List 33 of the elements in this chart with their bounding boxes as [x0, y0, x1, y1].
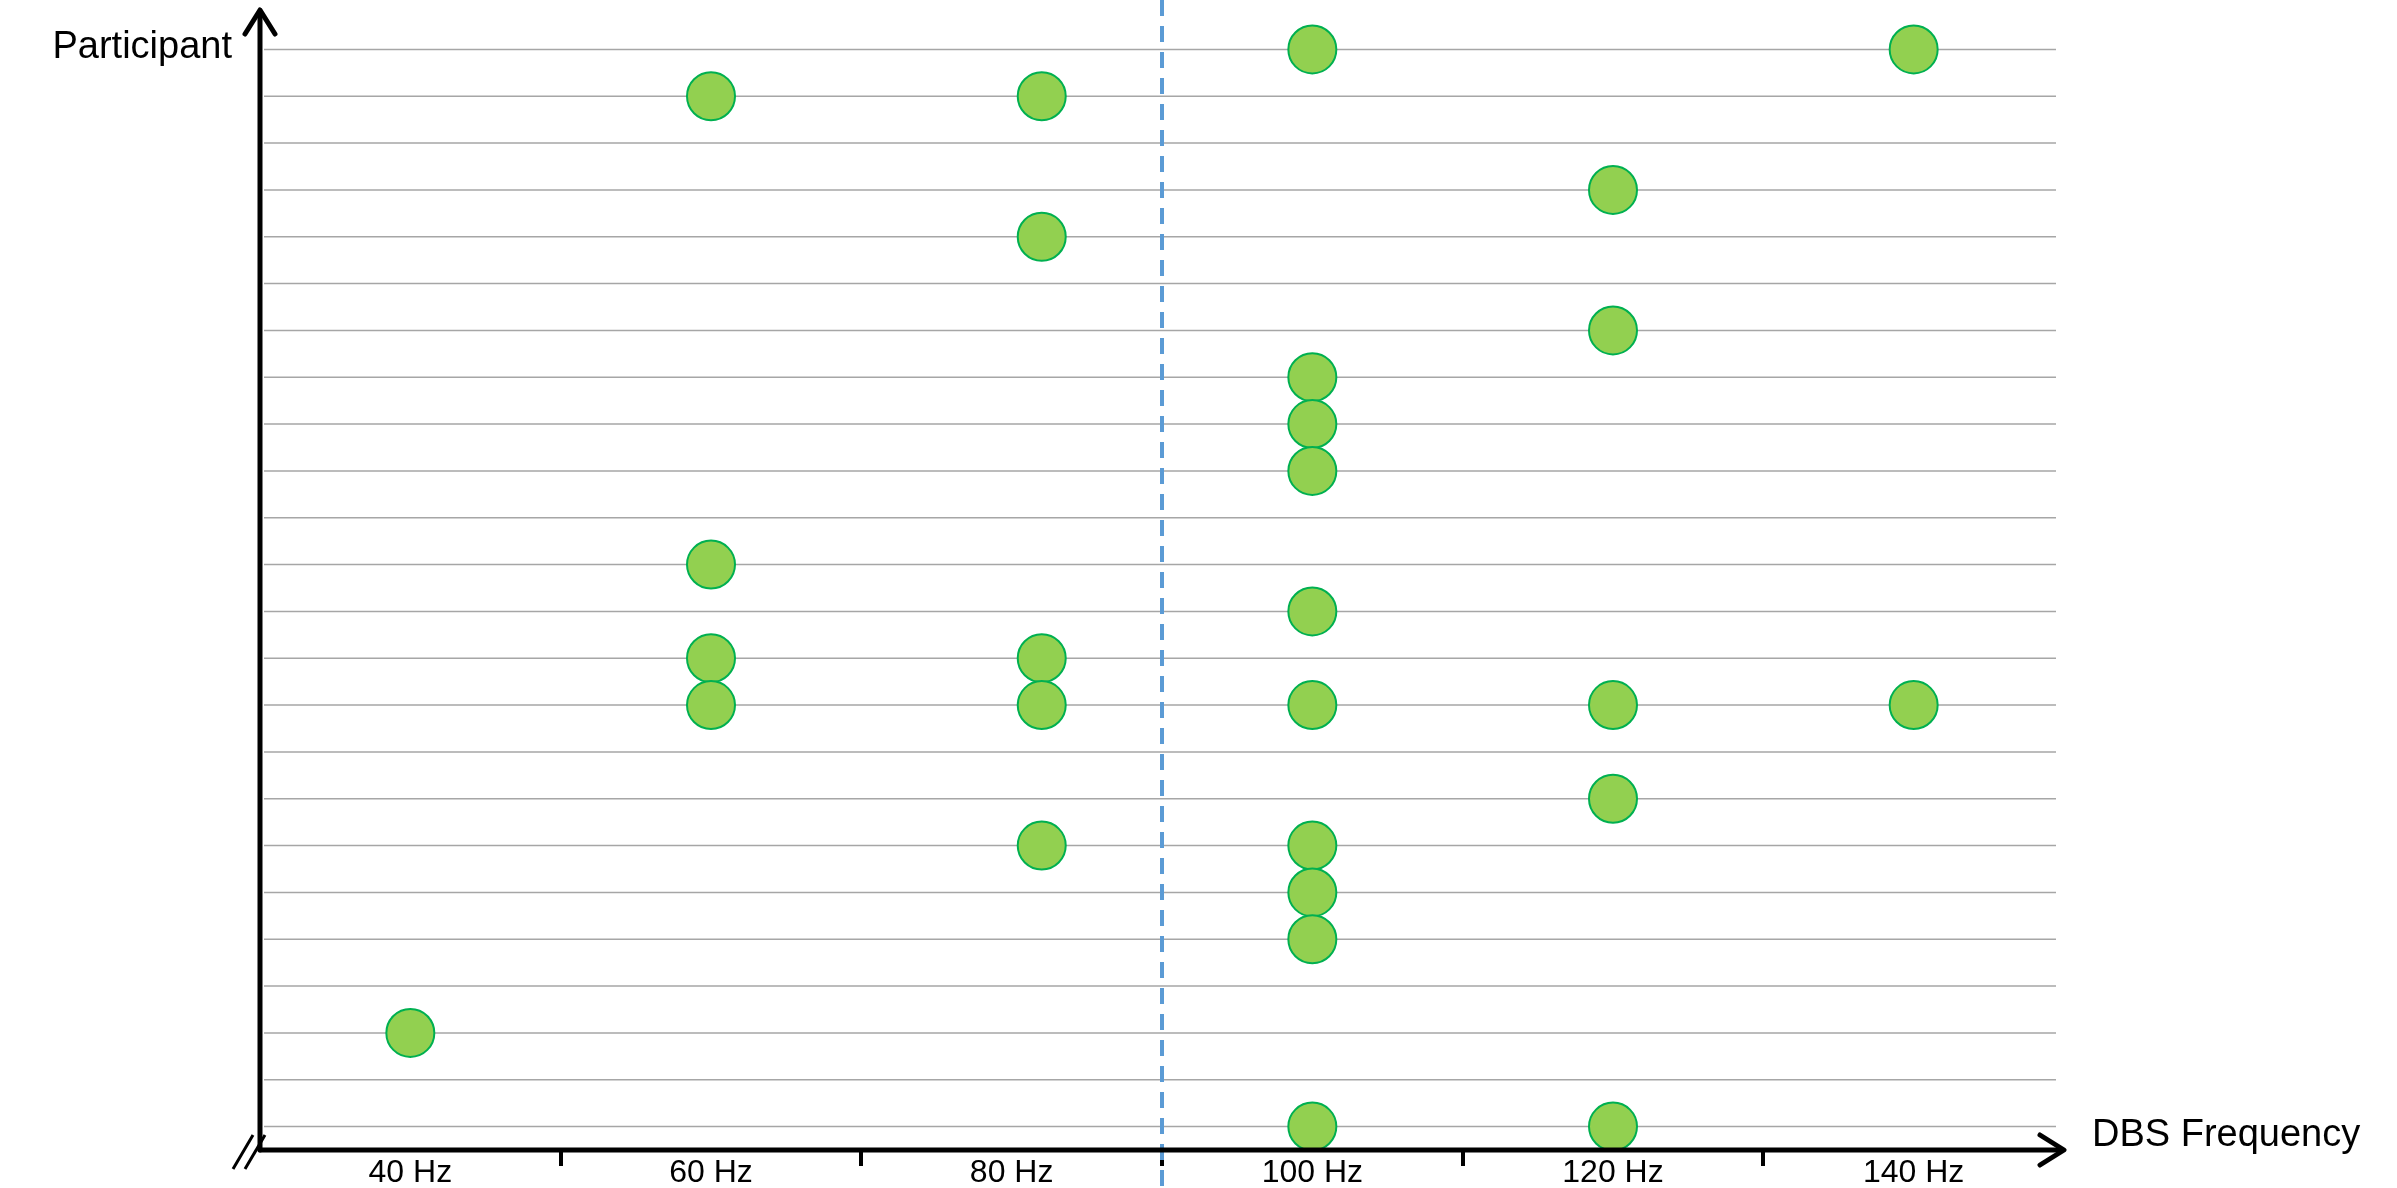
- point: [385, 1007, 436, 1058]
- x-tick-label: 40 Hz: [368, 1153, 453, 1188]
- point: [1016, 820, 1067, 871]
- point: [686, 633, 736, 684]
- point: [1287, 445, 1338, 496]
- point: [1016, 71, 1067, 122]
- point: [1287, 820, 1338, 871]
- point: [1287, 586, 1338, 637]
- point: [1016, 633, 1067, 684]
- point: [1888, 24, 1939, 75]
- x-tick-label: 60 Hz: [669, 1153, 753, 1188]
- x-axis-title: DBS Frequency: [2092, 1112, 2361, 1155]
- point: [1588, 680, 1638, 731]
- x-tick-label: 120 Hz: [1562, 1153, 1664, 1188]
- point: [1016, 211, 1067, 262]
- point: [1588, 305, 1638, 356]
- point: [1588, 164, 1638, 215]
- point: [686, 539, 736, 590]
- point: [1888, 680, 1939, 731]
- point: [686, 680, 736, 731]
- point: [1287, 399, 1338, 450]
- point: [1287, 24, 1338, 75]
- x-tick-label: 100 Hz: [1261, 1153, 1364, 1188]
- point: [1588, 773, 1638, 824]
- x-tick-label: 80 Hz: [969, 1153, 1054, 1188]
- x-tick-label: 140 Hz: [1862, 1153, 1965, 1188]
- point: [1287, 914, 1338, 965]
- point: [1287, 352, 1338, 403]
- y-axis-title: Participant: [52, 24, 233, 67]
- point: [686, 71, 736, 122]
- point: [1287, 680, 1338, 731]
- point: [1287, 867, 1338, 918]
- point: [1016, 680, 1067, 731]
